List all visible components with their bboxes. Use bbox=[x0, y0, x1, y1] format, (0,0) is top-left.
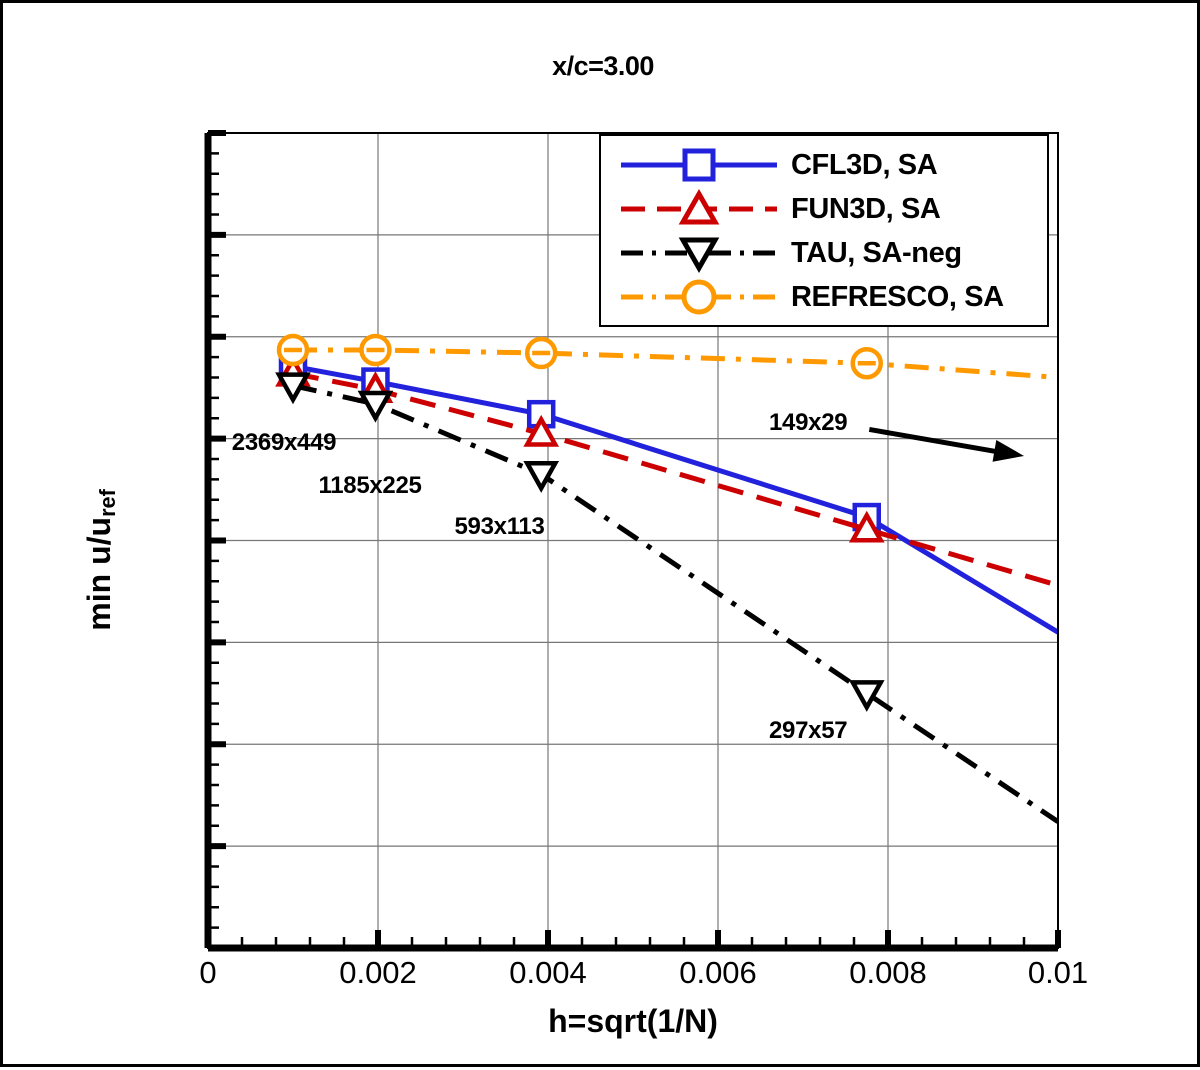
data-series-layer bbox=[275, 333, 1058, 824]
series-3 bbox=[276, 333, 1058, 380]
x-tick-label-1: 0.002 bbox=[339, 955, 417, 990]
data-marker-circle bbox=[276, 333, 310, 367]
legend-sample-1 bbox=[621, 188, 777, 225]
arrow-head bbox=[992, 440, 1024, 462]
x-tick-label-2: 0.004 bbox=[509, 955, 587, 990]
annotation-2369x449: 2369x449 bbox=[231, 428, 337, 456]
arrow-shaft bbox=[868, 426, 1011, 457]
arrow-layer bbox=[868, 426, 1024, 462]
annotation-149x29: 149x29 bbox=[769, 409, 848, 437]
legend-item-1: FUN3D, SA bbox=[601, 188, 1051, 230]
x-tick-label-4: 0.008 bbox=[849, 955, 927, 990]
y-axis-title-subscript: ref bbox=[94, 489, 120, 517]
data-marker-triangle-down bbox=[357, 390, 394, 423]
annotation-593x113: 593x113 bbox=[454, 513, 545, 541]
x-tick-label-0: 0 bbox=[199, 955, 217, 990]
chart-title: x/c=3.00 bbox=[552, 51, 654, 81]
legend-box: CFL3D, SA FUN3D, SA TAU, SA-neg REFRESCO… bbox=[599, 134, 1049, 327]
x-tick-label-3: 0.006 bbox=[679, 955, 757, 990]
legend-sample-3 bbox=[621, 279, 777, 315]
legend-item-0: CFL3D, SA bbox=[601, 144, 1051, 186]
data-marker-circle bbox=[850, 346, 883, 380]
data-marker-triangle-down bbox=[848, 680, 885, 712]
legend-label-2: TAU, SA-neg bbox=[791, 236, 962, 269]
y-axis-title-main: min u/u bbox=[81, 516, 118, 631]
data-marker-circle bbox=[359, 333, 392, 367]
y-axis-title: min u/uref bbox=[81, 410, 121, 710]
legend-label-1: FUN3D, SA bbox=[791, 192, 941, 225]
series-line bbox=[293, 347, 1058, 380]
annotation-1185x225: 1185x225 bbox=[318, 471, 422, 499]
data-marker-triangle-down bbox=[523, 461, 560, 493]
data-marker-circle bbox=[524, 336, 558, 370]
legend-item-2: TAU, SA-neg bbox=[601, 232, 1051, 274]
legend-sample-2 bbox=[621, 237, 777, 274]
x-tick-label-5: 0.01 bbox=[1027, 955, 1089, 990]
legend-label-0: CFL3D, SA bbox=[791, 148, 938, 181]
legend-sample-0 bbox=[621, 148, 777, 182]
series-line bbox=[292, 383, 1058, 824]
legend-label-3: REFRESCO, SA bbox=[791, 280, 1004, 313]
x-axis-title: h=sqrt(1/N) bbox=[548, 1003, 718, 1039]
legend-item-3: REFRESCO, SA bbox=[601, 276, 1051, 318]
annotation-297x57: 297x57 bbox=[769, 717, 848, 745]
